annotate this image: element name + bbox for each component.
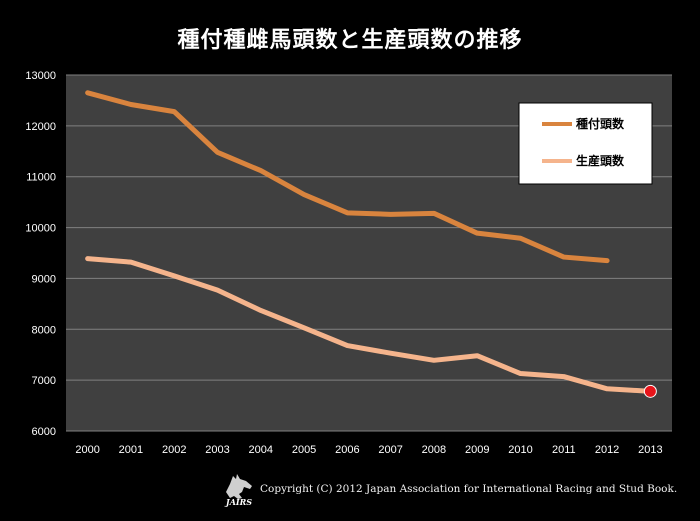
svg-text:JAIRS: JAIRS	[224, 497, 252, 507]
data-point	[172, 273, 177, 278]
series-line-0	[85, 90, 610, 264]
x-tick-label: 2002	[162, 444, 186, 456]
x-tick-label: 2012	[595, 444, 619, 456]
data-point	[518, 371, 523, 376]
x-tick-label: 2011	[552, 444, 576, 456]
data-point	[605, 258, 610, 263]
x-tick-label: 2013	[638, 444, 662, 456]
data-point	[128, 102, 133, 107]
y-tick-label: 10000	[25, 223, 56, 235]
y-tick-label: 12000	[25, 121, 56, 133]
data-point	[128, 260, 133, 265]
copyright-text: Copyright (C) 2012 Japan Association for…	[260, 483, 678, 495]
x-tick-label: 2003	[205, 444, 229, 456]
chart-title: 種付種雌馬頭数と生産頭数の推移	[177, 28, 523, 53]
x-tick-label: 2007	[378, 444, 402, 456]
data-point	[258, 308, 263, 313]
x-tick-label: 2009	[465, 444, 489, 456]
data-point	[561, 374, 566, 379]
legend-box	[518, 102, 653, 185]
x-tick-label: 2001	[119, 444, 143, 456]
y-tick-label: 8000	[32, 324, 56, 336]
data-point	[561, 255, 566, 260]
x-tick-label: 2008	[422, 444, 446, 456]
data-point	[475, 231, 480, 236]
legend-label: 種付頭数	[576, 116, 625, 131]
y-tick-label: 11000	[26, 172, 56, 184]
y-tick-label: 13000	[25, 70, 56, 82]
data-point	[345, 343, 350, 348]
y-axis-ticks: 6000 7000 8000 9000 10000 11000 12000 13000	[25, 70, 56, 438]
data-point	[431, 211, 436, 216]
x-tick-label: 2005	[292, 444, 316, 456]
data-point	[85, 256, 90, 261]
data-point	[431, 358, 436, 363]
data-point	[258, 168, 263, 173]
data-point	[388, 351, 393, 356]
data-point	[215, 150, 220, 155]
series-lines	[85, 90, 657, 398]
y-tick-label: 9000	[32, 273, 56, 285]
data-point	[85, 90, 90, 95]
data-point	[302, 192, 307, 197]
x-axis-ticks: 2000 2001 2002 2003 2004 2005 2006 2007 2008 2009…	[75, 444, 662, 456]
y-tick-label: 6000	[32, 426, 56, 438]
data-point	[605, 386, 610, 391]
highlight-point	[643, 384, 657, 398]
x-tick-label: 2004	[249, 444, 273, 456]
legend-label: 生産頭数	[576, 153, 625, 168]
data-point	[215, 288, 220, 293]
data-point	[518, 236, 523, 241]
jairs-logo-icon: JAIRS	[224, 474, 252, 507]
data-point	[302, 325, 307, 330]
x-tick-label: 2006	[335, 444, 359, 456]
data-point	[475, 353, 480, 358]
data-point	[345, 210, 350, 215]
series-line-1	[85, 256, 653, 394]
y-tick-label: 7000	[32, 375, 56, 387]
x-tick-label: 2010	[508, 444, 532, 456]
data-point	[388, 212, 393, 217]
data-point	[172, 109, 177, 114]
x-tick-label: 2000	[75, 444, 99, 456]
